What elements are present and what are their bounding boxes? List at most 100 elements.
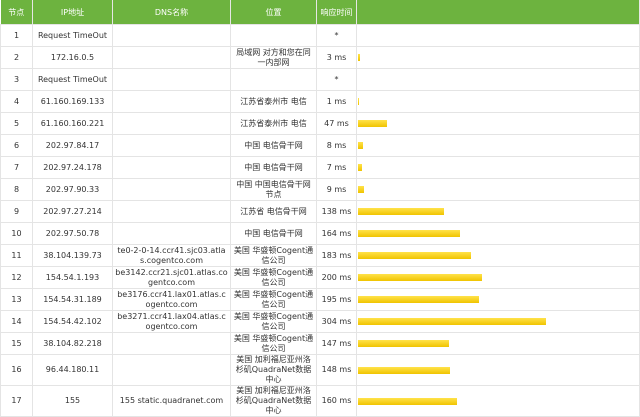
ip-cell: 202.97.90.33	[32, 178, 113, 201]
time-cell: 195 ms	[316, 288, 357, 311]
ip-cell: 61.160.160.221	[32, 112, 113, 135]
time-bar	[358, 340, 450, 347]
hop-cell: 6	[0, 134, 33, 157]
time-bar	[358, 186, 364, 193]
bar-cell	[356, 266, 640, 289]
time-cell: 304 ms	[316, 310, 357, 333]
row: 14 154.54.42.102 be3271.ccr41.lax04.atlas.…	[0, 310, 640, 333]
hop-cell: 2	[0, 46, 33, 69]
location-cell: 中国 电信骨干网	[230, 156, 317, 179]
time-bar	[358, 98, 359, 105]
location-cell: 中国 电信骨干网	[230, 222, 317, 245]
row: 7 202.97.24.178 中国 电信骨干网 7 ms	[0, 156, 640, 179]
location-cell: 中国 中国电信骨干网节点	[230, 178, 317, 201]
dns-cell	[112, 134, 231, 157]
row: 2 172.16.0.5 局域网 对方和您在同一内部网 3 ms	[0, 46, 640, 69]
location-cell: 美国 华盛顿Cogent通信公司	[230, 332, 317, 355]
location-cell: 江苏省泰州市 电信	[230, 90, 317, 113]
location-cell: 美国 华盛顿Cogent通信公司	[230, 266, 317, 289]
hop-cell: 12	[0, 266, 33, 289]
dns-cell	[112, 156, 231, 179]
hop-cell: 3	[0, 68, 33, 91]
time-cell: *	[316, 68, 357, 91]
bar-cell	[356, 112, 640, 135]
time-cell: 8 ms	[316, 134, 357, 157]
ip-cell: 154.54.31.189	[32, 288, 113, 311]
row: 1 Request TimeOut *	[0, 24, 640, 47]
bar-cell	[356, 310, 640, 333]
header-cell: 响应时间	[316, 0, 357, 25]
header-cell: IP地址	[32, 0, 113, 25]
time-cell: 147 ms	[316, 332, 357, 355]
time-bar	[358, 366, 450, 374]
time-bar	[358, 54, 360, 61]
time-cell: 160 ms	[316, 385, 357, 417]
location-cell: 江苏省 电信骨干网	[230, 200, 317, 223]
row: 8 202.97.90.33 中国 中国电信骨干网节点 9 ms	[0, 178, 640, 201]
dns-cell	[112, 24, 231, 47]
ip-cell: Request TimeOut	[32, 68, 113, 91]
dns-cell: be3271.ccr41.lax04.atlas.cogentco.com	[112, 310, 231, 333]
time-cell: 1 ms	[316, 90, 357, 113]
ip-cell: Request TimeOut	[32, 24, 113, 47]
header-cell	[356, 0, 640, 25]
time-bar	[358, 120, 388, 127]
location-cell: 美国 加利福尼亚州洛杉矶QuadraNet数据中心	[230, 385, 317, 417]
bar-cell	[356, 244, 640, 267]
time-cell: 164 ms	[316, 222, 357, 245]
bar-cell	[356, 24, 640, 47]
bar-cell	[356, 222, 640, 245]
ip-cell: 155	[32, 385, 113, 417]
dns-cell	[112, 332, 231, 355]
time-cell: 148 ms	[316, 354, 357, 386]
dns-cell: be3176.ccr41.lax01.atlas.cogentco.com	[112, 288, 231, 311]
hop-cell: 16	[0, 354, 33, 386]
hop-cell: 13	[0, 288, 33, 311]
hop-cell: 1	[0, 24, 33, 47]
hop-cell: 14	[0, 310, 33, 333]
dns-cell	[112, 222, 231, 245]
row: 13 154.54.31.189 be3176.ccr41.lax01.atlas.…	[0, 288, 640, 311]
header-cell: 位置	[230, 0, 317, 25]
hop-cell: 5	[0, 112, 33, 135]
ip-cell: 61.160.169.133	[32, 90, 113, 113]
row: 9 202.97.27.214 江苏省 电信骨干网 138 ms	[0, 200, 640, 223]
bar-cell	[356, 288, 640, 311]
dns-cell	[112, 200, 231, 223]
bar-cell	[356, 156, 640, 179]
dns-cell: be3142.ccr21.sjc01.atlas.cogentco.com	[112, 266, 231, 289]
row: 11 38.104.139.73 te0-2-0-14.ccr41.sjc03.at…	[0, 244, 640, 267]
time-bar	[358, 397, 458, 405]
bar-cell	[356, 385, 640, 417]
row: 17 155 155 static.quadranet.com 美国 加利福尼亚州洛杉…	[0, 385, 640, 417]
location-cell: 美国 华盛顿Cogent通信公司	[230, 244, 317, 267]
bar-cell	[356, 200, 640, 223]
time-cell: 183 ms	[316, 244, 357, 267]
ip-cell: 202.97.50.78	[32, 222, 113, 245]
hop-cell: 10	[0, 222, 33, 245]
hop-cell: 4	[0, 90, 33, 113]
time-bar	[358, 318, 547, 325]
time-bar	[358, 164, 363, 171]
time-cell: 3 ms	[316, 46, 357, 69]
ip-cell: 172.16.0.5	[32, 46, 113, 69]
location-cell: 美国 华盛顿Cogent通信公司	[230, 310, 317, 333]
bar-cell	[356, 46, 640, 69]
location-cell: 局域网 对方和您在同一内部网	[230, 46, 317, 69]
time-bar	[358, 208, 444, 215]
time-cell: 200 ms	[316, 266, 357, 289]
row: 16 96.44.180.11 美国 加利福尼亚州洛杉矶QuadraNet数据中心 1…	[0, 354, 640, 386]
location-cell	[230, 24, 317, 47]
bar-cell	[356, 68, 640, 91]
time-cell: 7 ms	[316, 156, 357, 179]
location-cell: 美国 加利福尼亚州洛杉矶QuadraNet数据中心	[230, 354, 317, 386]
header-cell: 节点	[0, 0, 33, 25]
ip-cell: 96.44.180.11	[32, 354, 113, 386]
ip-cell: 202.97.84.17	[32, 134, 113, 157]
bar-cell	[356, 134, 640, 157]
dns-cell	[112, 354, 231, 386]
hop-cell: 7	[0, 156, 33, 179]
ip-cell: 202.97.27.214	[32, 200, 113, 223]
dns-cell: te0-2-0-14.ccr41.sjc03.atlas.cogentco.co…	[112, 244, 231, 267]
